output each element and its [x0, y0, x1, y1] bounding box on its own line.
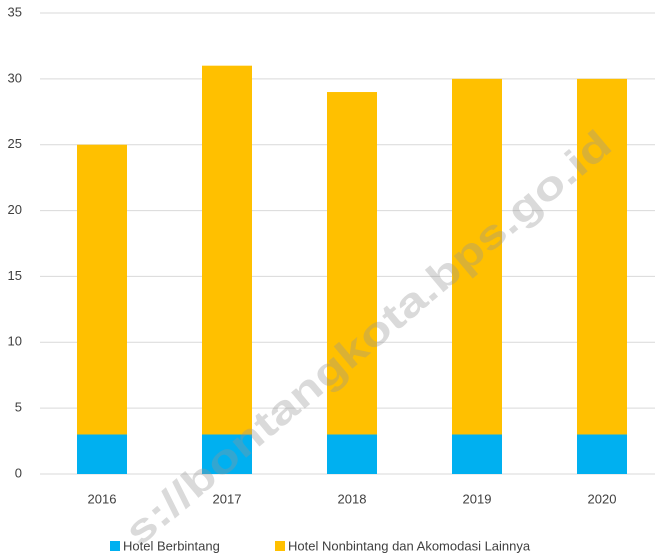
x-tick-label: 2018	[338, 491, 367, 506]
bar-segment	[77, 434, 127, 474]
y-tick-label: 25	[8, 136, 22, 151]
x-tick-label: 2016	[88, 491, 117, 506]
bar-segment	[202, 434, 252, 474]
bar-segment	[77, 144, 127, 435]
x-tick-label: 2019	[463, 491, 492, 506]
legend-swatch	[275, 541, 285, 551]
y-tick-label: 15	[8, 268, 22, 283]
legend-label: Hotel Nonbintang dan Akomodasi Lainnya	[288, 538, 531, 553]
y-tick-label: 30	[8, 70, 22, 85]
bar-segment	[452, 434, 502, 474]
x-tick-label: 2017	[213, 491, 242, 506]
bar-segment	[327, 434, 377, 474]
bar-segment	[577, 434, 627, 474]
bar-segment	[452, 78, 502, 435]
bar-segment	[327, 92, 377, 435]
legend-label: Hotel Berbintang	[123, 538, 220, 553]
y-tick-label: 0	[15, 465, 22, 480]
bar-segment	[202, 65, 252, 435]
y-tick-label: 35	[8, 4, 22, 19]
y-tick-label: 5	[15, 400, 22, 415]
legend-swatch	[110, 541, 120, 551]
bar-segment	[577, 78, 627, 435]
y-tick-label: 20	[8, 202, 22, 217]
x-tick-label: 2020	[588, 491, 617, 506]
y-tick-label: 10	[8, 334, 22, 349]
plot-area: 0 5 10 15 20 25 30 35 2016 2017 2018 2019 2020 Hotel …	[8, 4, 655, 553]
